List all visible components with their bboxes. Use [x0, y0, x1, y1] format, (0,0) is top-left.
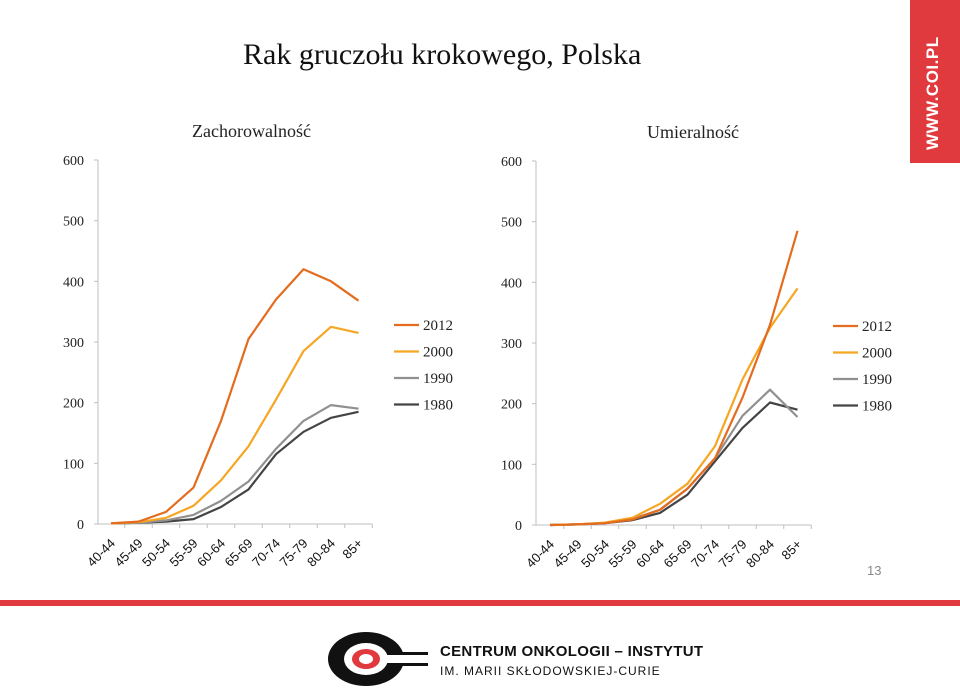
- mortality-legend-label-2000: 2000: [862, 346, 892, 362]
- mortality-x-tick-label: 45-49: [551, 537, 585, 571]
- incidence-series-1980-line: [110, 410, 359, 525]
- logo-text-secondary: IM. MARII SKŁODOWSKIEJ-CURIE: [440, 664, 661, 678]
- mortality-x-tick-label: 70-74: [688, 537, 722, 571]
- mortality-y-tick-label: 500: [501, 216, 522, 231]
- incidence-y-tick-label: 400: [63, 275, 84, 290]
- incidence-series-1990-line: [110, 404, 359, 525]
- incidence-x-tick-label: 70-74: [249, 536, 283, 570]
- page-number: 13: [867, 563, 882, 578]
- mortality-series-2012-line: [549, 230, 799, 527]
- mortality-x-tick-label: 40-44: [523, 537, 557, 571]
- mortality-series-1980-line: [549, 401, 798, 527]
- mortality-x-tick-label: 85+: [778, 537, 804, 563]
- incidence-x-tick-label: 55-59: [167, 536, 201, 570]
- mortality-x-tick-label: 75-79: [716, 537, 750, 571]
- mortality-legend-label-1990: 1990: [862, 372, 892, 388]
- incidence-x-tick-label: 65-69: [222, 536, 256, 570]
- incidence-y-tick-label: 600: [63, 154, 84, 169]
- incidence-x-tick-label: 75-79: [277, 536, 311, 570]
- mortality-y-tick-label: 200: [501, 398, 522, 413]
- mortality-y-tick-label: 0: [515, 519, 522, 534]
- incidence-x-tick-label: 80-84: [304, 536, 338, 570]
- incidence-chart-title: Zachorowalność: [192, 121, 311, 141]
- mortality-y-tick-label: 400: [501, 276, 522, 291]
- mortality-x-tick-label: 50-54: [578, 537, 612, 571]
- incidence-x-tick-label: 50-54: [139, 536, 173, 570]
- incidence-x-tick-label: 60-64: [194, 536, 228, 570]
- mortality-x-tick-label: 55-59: [606, 537, 640, 571]
- mortality-y-tick-label: 100: [501, 458, 522, 473]
- incidence-y-tick-label: 200: [63, 397, 84, 412]
- mortality-legend-label-1980: 1980: [862, 399, 892, 415]
- incidence-y-tick-label: 100: [63, 457, 84, 472]
- mortality-series-2000-line: [549, 287, 799, 527]
- incidence-series-2012-line: [110, 268, 360, 525]
- mortality-x-tick-label: 65-69: [661, 537, 695, 571]
- mortality-y-tick-label: 300: [501, 337, 522, 352]
- incidence-legend-label-1980: 1980: [423, 398, 453, 414]
- website-tab[interactable]: WWW.COI.PL: [910, 0, 960, 163]
- incidence-x-tick-label: 45-49: [112, 536, 146, 570]
- mortality-chart-title: Umieralność: [647, 122, 739, 142]
- incidence-series-2000-line: [110, 325, 359, 525]
- charts-area: 010020030040050060040-4445-4950-5455-596…: [63, 154, 892, 571]
- mortality-x-tick-label: 60-64: [633, 537, 667, 571]
- incidence-y-tick-label: 300: [63, 336, 84, 351]
- institute-logo-icon: [328, 632, 428, 686]
- incidence-x-tick-label: 40-44: [84, 536, 118, 570]
- logo-text-primary: CENTRUM ONKOLOGII – INSTYTUT: [440, 643, 704, 660]
- incidence-legend-label-1990: 1990: [423, 371, 453, 387]
- incidence-legend-label-2012: 2012: [423, 318, 453, 334]
- incidence-legend-label-2000: 2000: [423, 345, 453, 361]
- footer-divider: [0, 600, 960, 606]
- incidence-y-tick-label: 0: [77, 518, 84, 533]
- mortality-y-tick-label: 600: [501, 155, 522, 170]
- incidence-x-tick-label: 85+: [339, 536, 365, 562]
- mortality-legend-label-2012: 2012: [862, 319, 892, 335]
- page-title: Rak gruczołu krokowego, Polska: [243, 38, 642, 71]
- incidence-y-tick-label: 500: [63, 215, 84, 230]
- mortality-x-tick-label: 80-84: [743, 537, 777, 571]
